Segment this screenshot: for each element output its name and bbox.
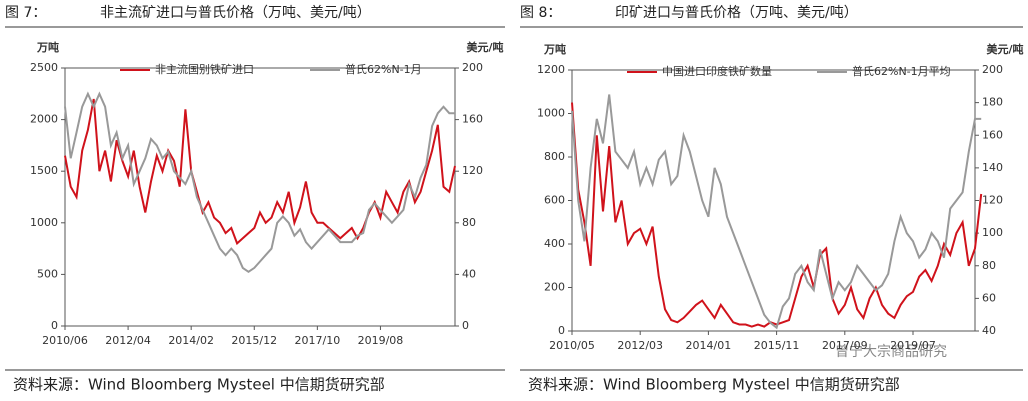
- legend-label: 中国进口印度铁矿数量: [662, 64, 772, 78]
- x-tick-label: 2010/06: [42, 334, 88, 347]
- y-tick-label: 2500: [30, 61, 58, 74]
- y2-tick-label: 100: [982, 226, 1003, 239]
- y2-tick-label: 40: [462, 267, 476, 280]
- y-tick-label: 1000: [30, 216, 58, 229]
- y-tick-label: 200: [544, 281, 565, 294]
- y2-tick-label: 80: [982, 259, 996, 272]
- series-line: [64, 98, 456, 246]
- y2-tick-label: 120: [982, 194, 1003, 207]
- plot-frame: [64, 67, 456, 327]
- x-tick-label: 2014/02: [168, 334, 214, 347]
- chart-title: 印矿进口与普氏价格（万吨、美元/吨）: [615, 5, 858, 21]
- y-axis-label: 万吨: [543, 42, 566, 56]
- figure-label: 图 8：: [520, 5, 561, 21]
- x-tick-label: 2017/09: [822, 339, 868, 352]
- y-tick-label: 1500: [30, 164, 58, 177]
- legend-label: 普氏62%N-1月平均: [852, 64, 951, 78]
- chart-title: 非主流矿进口与普氏价格（万吨、美元/吨）: [100, 5, 371, 21]
- series-line: [571, 94, 982, 330]
- y-tick-label: 400: [544, 237, 565, 250]
- y2-tick-label: 140: [982, 161, 1003, 174]
- y2-axis-label: 美元/吨: [986, 42, 1023, 56]
- plot-frame: [571, 69, 976, 332]
- source: 资料来源：Wind Bloomberg Mysteel 中信期货研究部: [528, 376, 900, 394]
- y-tick-label: 600: [544, 194, 565, 207]
- x-tick-label: 2019/08: [358, 334, 404, 347]
- x-tick-label: 2014/01: [686, 339, 732, 352]
- figure-label: 图 7：: [5, 5, 46, 21]
- y-tick-label: 800: [544, 150, 565, 163]
- x-tick-label: 2010/05: [549, 339, 595, 352]
- y2-tick-label: 60: [982, 291, 996, 304]
- y-tick-label: 1000: [537, 107, 565, 120]
- x-tick-label: 2012/04: [105, 334, 151, 347]
- y-tick-label: 1200: [537, 63, 565, 76]
- y2-tick-label: 80: [462, 216, 476, 229]
- watermark: 曾宁大宗商品研究: [835, 343, 947, 360]
- y-tick-label: 500: [37, 267, 58, 280]
- y2-tick-label: 200: [462, 61, 483, 74]
- y2-tick-label: 200: [982, 63, 1003, 76]
- x-tick-label: 2017/10: [295, 334, 341, 347]
- legend-label: 非主流国别铁矿进口: [155, 62, 254, 76]
- y-tick-label: 2000: [30, 113, 58, 126]
- y2-tick-label: 120: [462, 164, 483, 177]
- y-axis-label: 万吨: [36, 40, 59, 54]
- x-tick-label: 2019/07: [890, 339, 936, 352]
- x-tick-label: 2015/11: [754, 339, 800, 352]
- x-tick-label: 2012/03: [617, 339, 663, 352]
- y2-tick-label: 180: [982, 96, 1003, 109]
- y-tick-label: 0: [51, 319, 58, 332]
- y-tick-label: 0: [558, 324, 565, 337]
- y2-axis-label: 美元/吨: [466, 40, 503, 54]
- legend-label: 普氏62%N-1月: [345, 62, 422, 76]
- series-line: [64, 91, 455, 274]
- y2-tick-label: 40: [982, 324, 996, 337]
- y2-tick-label: 160: [982, 128, 1003, 141]
- y2-tick-label: 0: [462, 319, 469, 332]
- source: 资料来源：Wind Bloomberg Mysteel 中信期货研究部: [13, 376, 385, 394]
- y2-tick-label: 160: [462, 113, 483, 126]
- x-tick-label: 2015/12: [231, 334, 277, 347]
- series-line: [571, 102, 983, 328]
